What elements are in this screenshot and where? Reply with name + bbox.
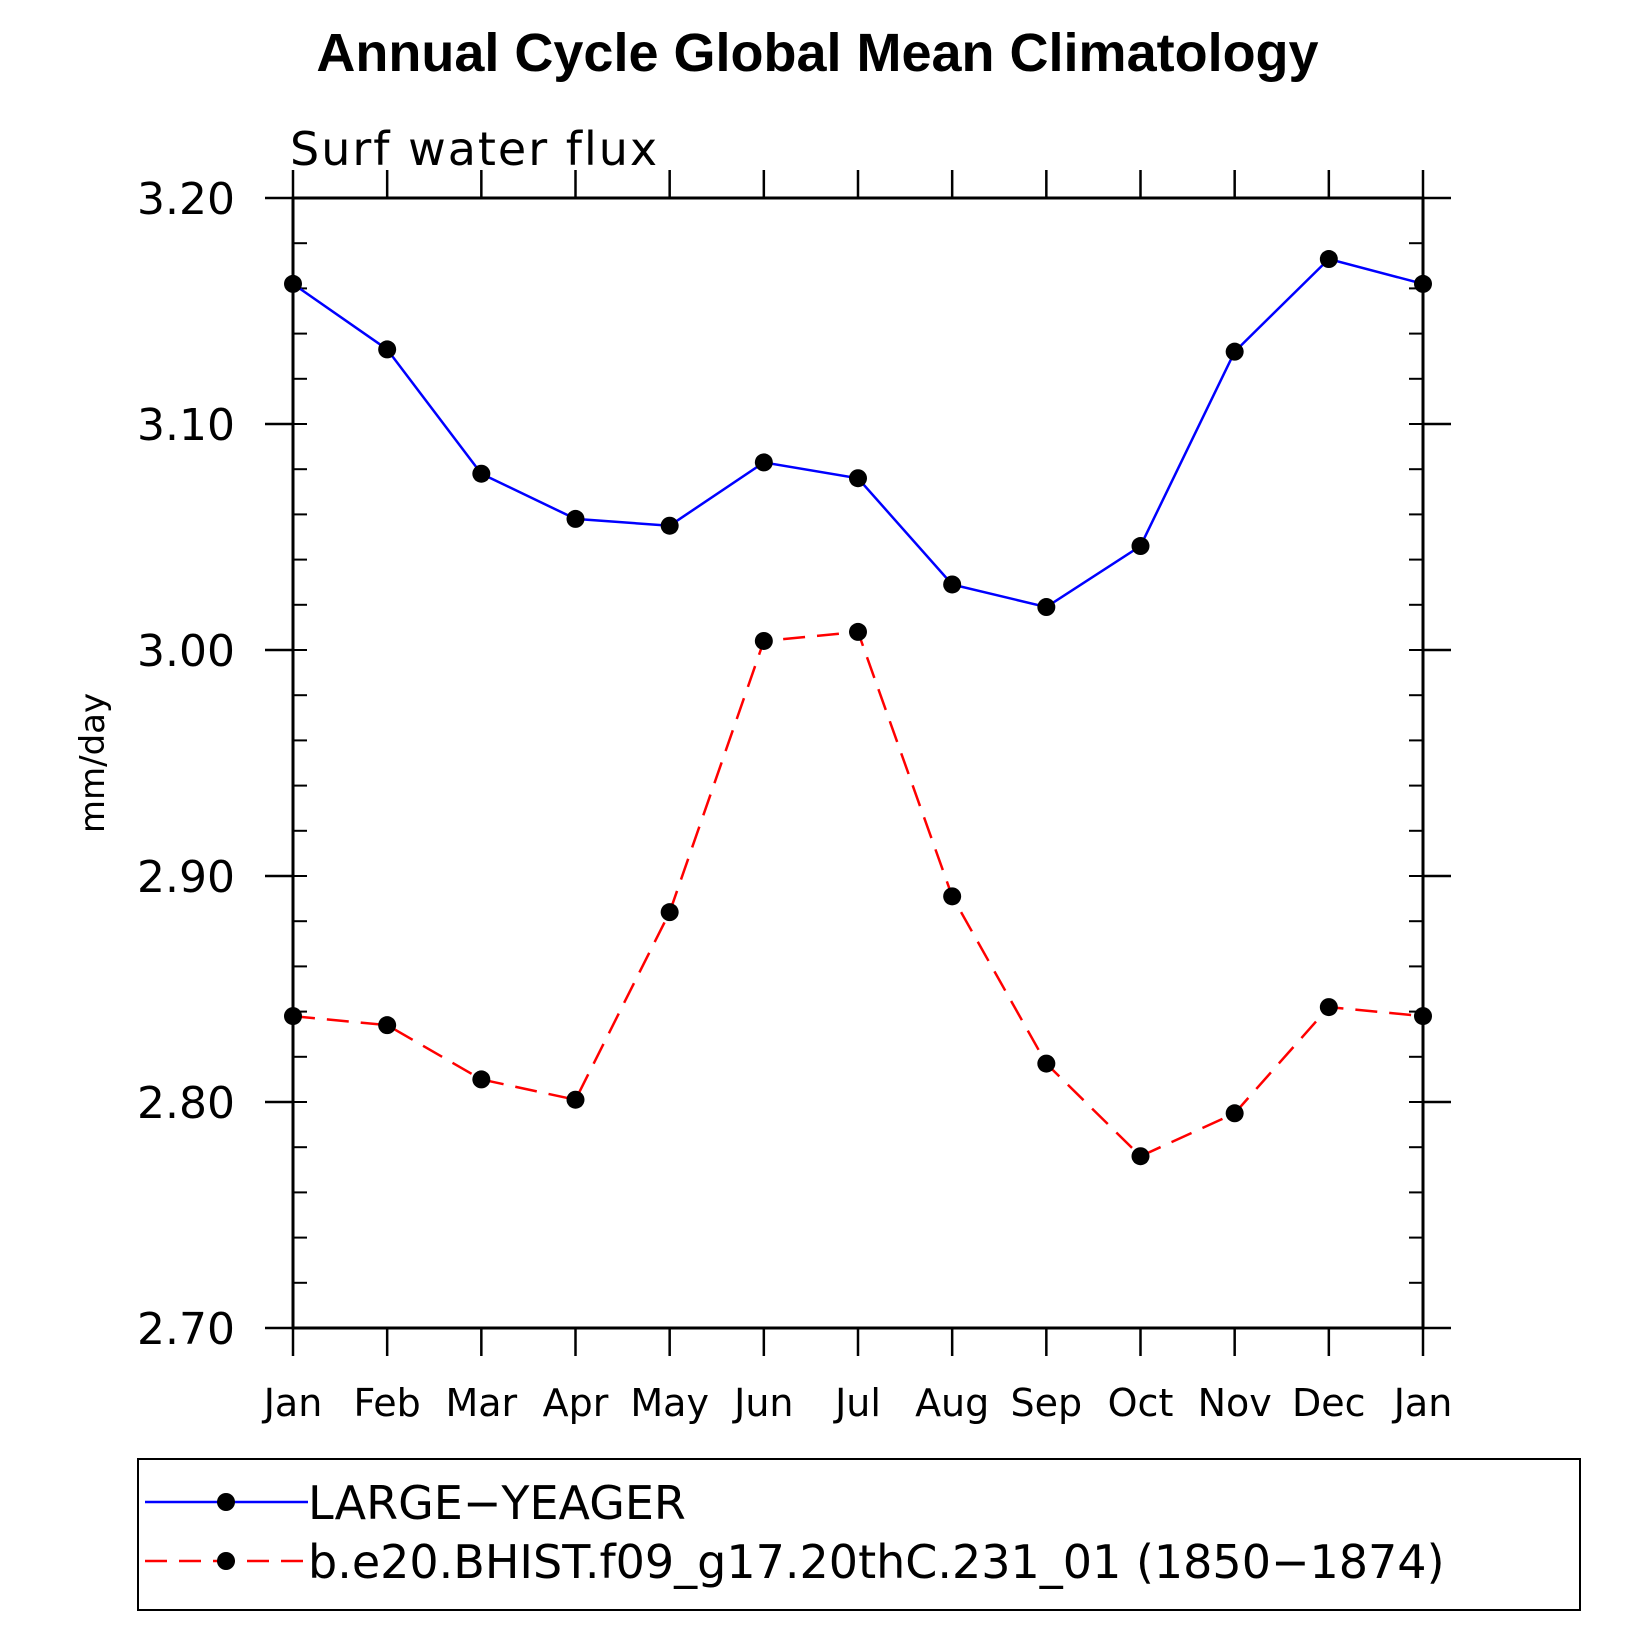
legend-box xyxy=(137,1458,1581,1611)
data-point xyxy=(1319,250,1338,269)
series-group xyxy=(284,250,1432,1166)
data-point xyxy=(472,1070,491,1089)
chart-title: Annual Cycle Global Mean Climatology xyxy=(316,23,1319,83)
y-tick-label: 2.70 xyxy=(137,1304,235,1355)
data-point xyxy=(472,464,491,483)
data-point xyxy=(1225,342,1244,361)
x-tick-label: Nov xyxy=(1198,1381,1272,1425)
data-point xyxy=(943,575,962,594)
data-point xyxy=(1131,1147,1150,1166)
y-tick-label: 2.90 xyxy=(137,852,235,903)
data-point xyxy=(849,622,867,641)
x-tick-label: Mar xyxy=(445,1381,517,1425)
legend-label-1: LARGE−YEAGER xyxy=(308,1476,686,1530)
data-point xyxy=(1037,598,1056,617)
plot-area-frame xyxy=(291,196,1425,1330)
data-point xyxy=(1225,1104,1244,1123)
legend-label-2: b.e20.BHIST.f09_g17.20thC.231_01 (1850−1… xyxy=(308,1535,1445,1589)
axis-ticks: 3.20 3.10 3.00 2.90 2.80 2.70 Jan Feb Mar Apr May J… xyxy=(137,170,1452,1425)
x-tick-label: Jan xyxy=(1392,1381,1453,1425)
y-tick-label: 3.00 xyxy=(137,626,235,677)
legend-marker xyxy=(217,1493,235,1511)
x-tick-label: May xyxy=(630,1381,709,1425)
chart-subtitle: Surf water flux xyxy=(290,122,659,176)
data-point xyxy=(1414,274,1432,293)
x-tick-label: Jan xyxy=(262,1381,323,1425)
legend-marker xyxy=(217,1552,235,1570)
y-tick-label: 3.10 xyxy=(137,400,235,451)
data-point xyxy=(566,1090,585,1109)
x-tick-label: Sep xyxy=(1011,1381,1083,1425)
data-point xyxy=(566,509,585,528)
y-tick-label: 2.80 xyxy=(137,1078,235,1129)
data-point xyxy=(660,903,679,922)
series-line-1 xyxy=(292,257,1424,609)
data-point xyxy=(1414,1007,1432,1026)
data-point xyxy=(754,631,773,650)
data-point xyxy=(378,340,397,359)
data-point xyxy=(284,274,302,293)
x-tick-label: Jul xyxy=(833,1381,881,1425)
y-axis-label: mm/day xyxy=(73,693,113,833)
x-tick-label: Oct xyxy=(1108,1381,1174,1425)
x-tick-label: Aug xyxy=(915,1381,989,1425)
y-tick-label: 3.20 xyxy=(137,174,235,225)
data-point xyxy=(660,516,679,535)
data-point xyxy=(1131,537,1150,556)
x-tick-label: Dec xyxy=(1292,1381,1366,1425)
data-point xyxy=(849,469,867,488)
data-point xyxy=(284,1007,302,1026)
x-tick-label: Apr xyxy=(543,1381,609,1425)
legend: LARGE−YEAGERb.e20.BHIST.f09_g17.20thC.23… xyxy=(145,1476,1445,1589)
data-point xyxy=(378,1016,397,1035)
data-point xyxy=(1037,1054,1056,1073)
data-point xyxy=(1319,998,1338,1017)
series-line-2 xyxy=(292,630,1424,1158)
x-tick-label: Jun xyxy=(732,1381,793,1425)
x-tick-label: Feb xyxy=(354,1381,421,1425)
data-point xyxy=(754,453,773,472)
data-point xyxy=(943,887,962,906)
